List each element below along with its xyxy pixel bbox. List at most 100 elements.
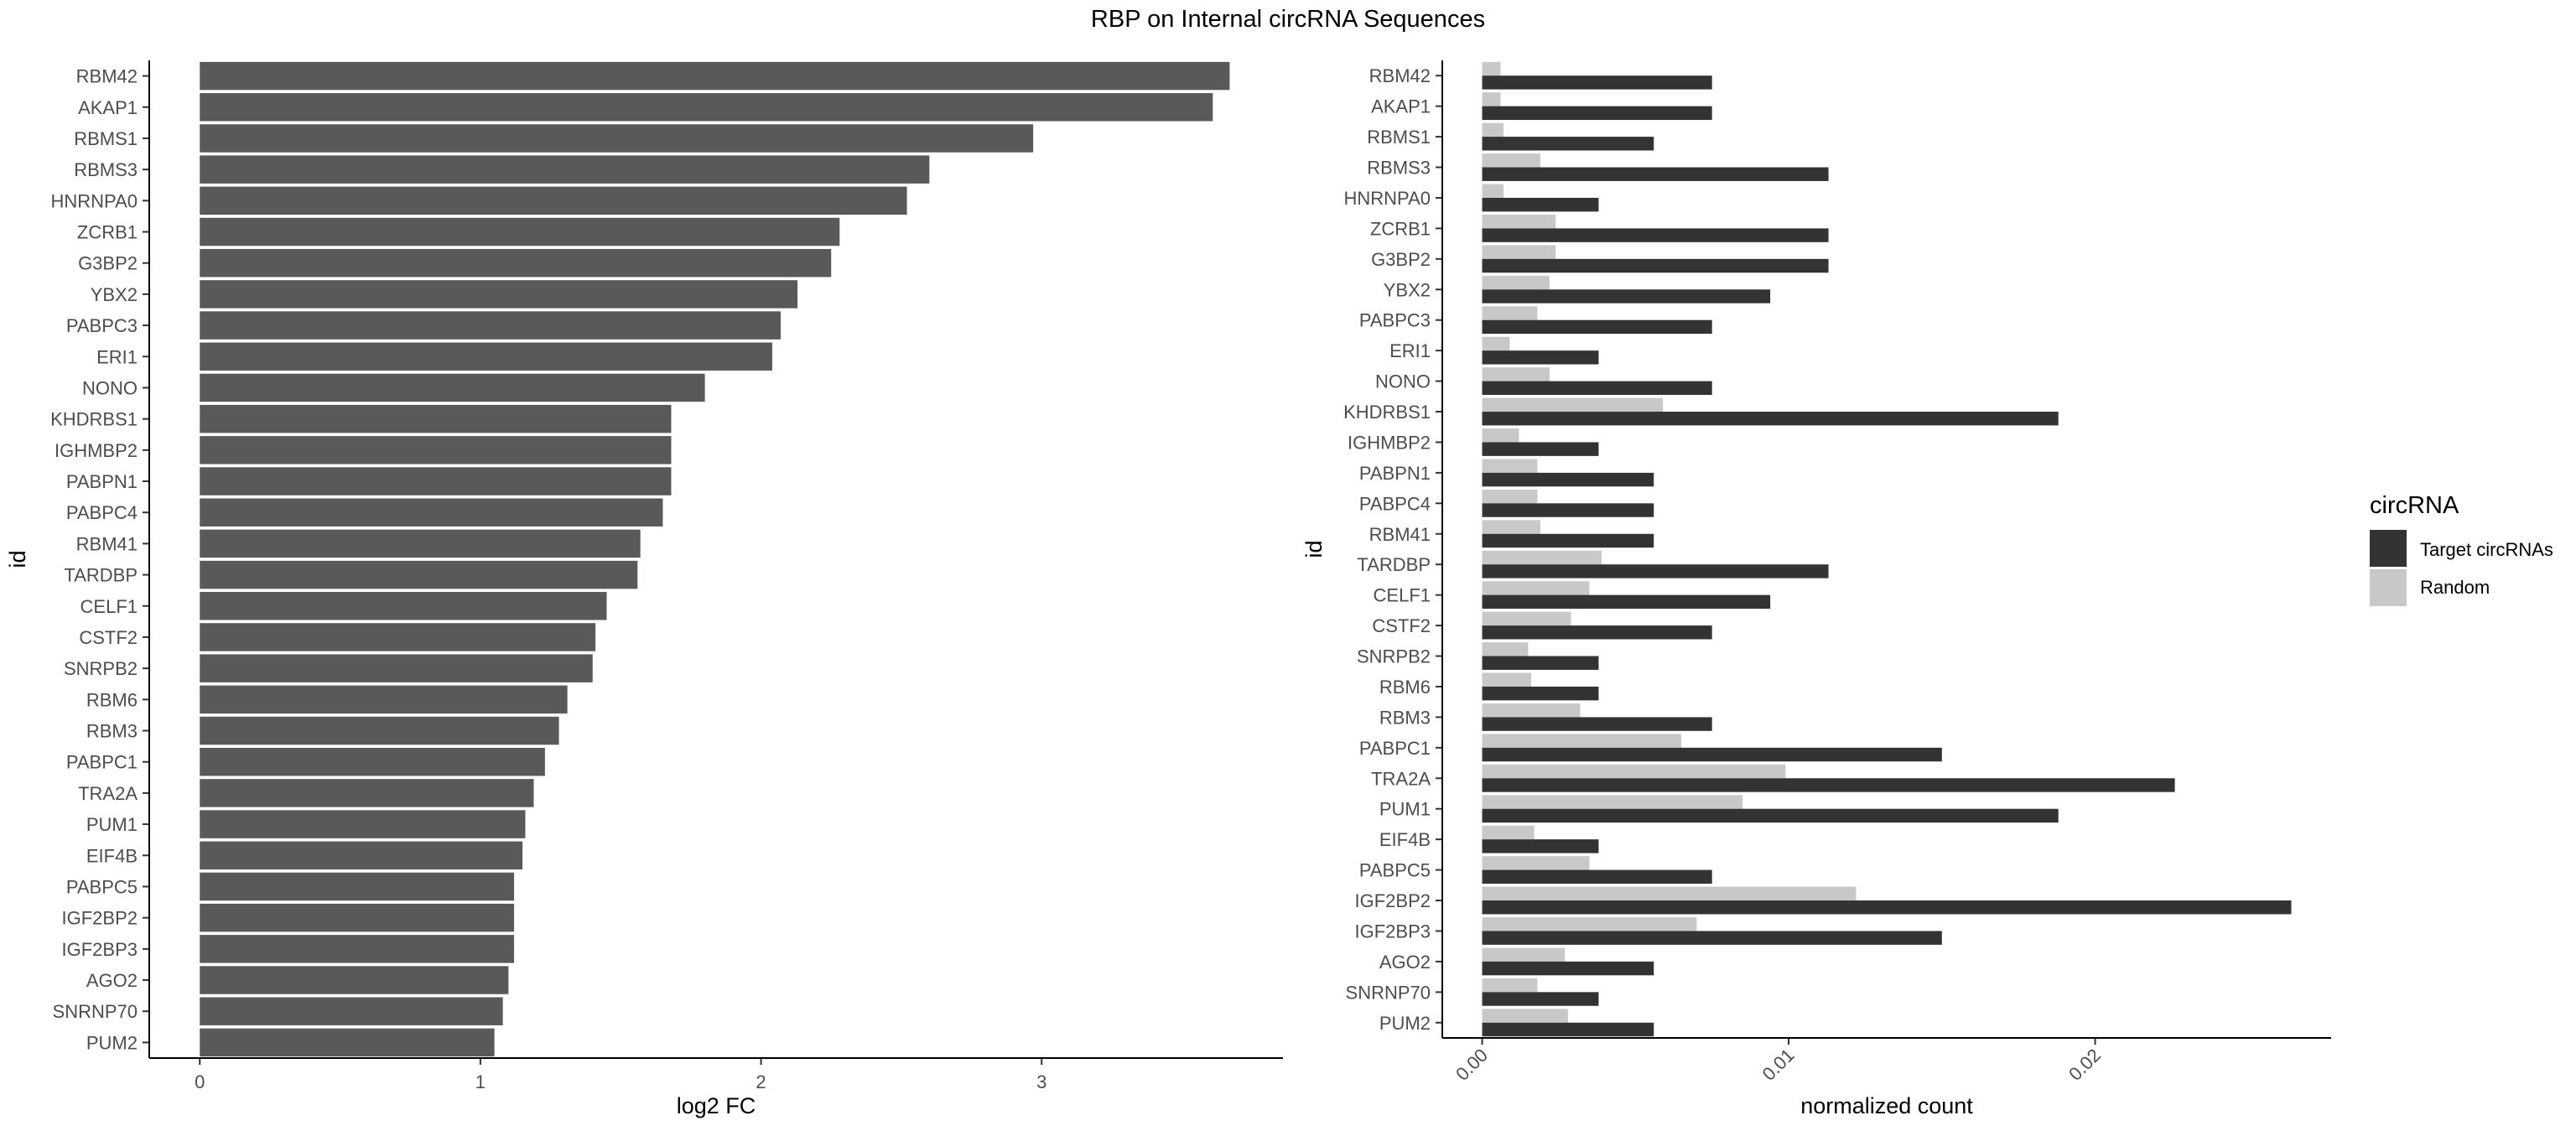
left-y-tick-label: YBX2 <box>91 284 138 305</box>
left-y-tick-label: PABPC4 <box>66 502 138 523</box>
right-bar-target-ighmbp2 <box>1482 442 1599 456</box>
legend-key-target <box>2370 530 2407 567</box>
right-bar-target-nono <box>1482 381 1712 395</box>
left-y-tick-label: CSTF2 <box>79 627 138 648</box>
right-y-tick-label: RBMS3 <box>1367 158 1431 179</box>
left-bar-rbms3 <box>200 155 930 184</box>
left-y-tick-label: RBM6 <box>86 689 138 710</box>
left-bar-rbms1 <box>200 124 1034 153</box>
left-bar-igf2bp3 <box>200 935 515 963</box>
right-bar-target-pum2 <box>1482 1022 1654 1037</box>
right-bar-random-hnrnpa0 <box>1482 184 1504 198</box>
left-bar-g3bp2 <box>200 248 832 278</box>
right-bar-random-pabpc1 <box>1482 734 1682 748</box>
right-bar-random-pum2 <box>1482 1009 1568 1023</box>
left-y-tick-label: RBMS3 <box>74 159 138 180</box>
right-bar-target-snrpb2 <box>1482 656 1599 670</box>
right-y-tick-label: CELF1 <box>1374 585 1431 606</box>
right-bar-random-g3bp2 <box>1482 245 1556 259</box>
right-bar-random-eri1 <box>1482 336 1510 351</box>
left-x-axis-title: log2 FC <box>677 1093 756 1118</box>
right-bar-random-khdrbs1 <box>1482 397 1664 412</box>
right-y-tick-label: KHDRBS1 <box>1343 402 1431 423</box>
right-bar-target-akap1 <box>1482 106 1712 121</box>
left-y-tick-label: PABPC1 <box>66 752 138 773</box>
left-bar-tardbp <box>200 560 638 589</box>
right-y-tick-label: RBM3 <box>1379 707 1431 728</box>
right-bar-target-rbm6 <box>1482 686 1599 701</box>
right-bar-target-rbm3 <box>1482 717 1712 731</box>
right-y-tick-label: HNRNPA0 <box>1343 188 1431 209</box>
left-x-ticks: 0 1 2 3 <box>195 1058 1046 1092</box>
right-bar-target-pabpc5 <box>1482 869 1712 884</box>
right-x-tick-label: 0.00 <box>1452 1045 1492 1085</box>
right-bar-random-ybx2 <box>1482 275 1550 290</box>
legend-key-random <box>2370 569 2407 606</box>
right-y-tick-label: ERI1 <box>1389 340 1431 361</box>
right-y-tick-label: PUM1 <box>1379 799 1431 820</box>
left-bar-eri1 <box>200 342 772 371</box>
left-bar-akap1 <box>200 93 1213 122</box>
right-bar-random-celf1 <box>1482 581 1590 595</box>
left-y-tick-label: IGF2BP3 <box>62 939 138 960</box>
right-bar-target-rbms1 <box>1482 137 1654 151</box>
right-bar-random-nono <box>1482 367 1550 381</box>
right-y-tick-label: PABPC3 <box>1359 310 1431 331</box>
left-y-tick-label: RBM42 <box>76 66 138 87</box>
right-bar-target-snrnp70 <box>1482 992 1599 1006</box>
left-bar-rbm42 <box>200 61 1230 91</box>
left-bar-eif4b <box>200 841 523 870</box>
left-y-tick-label: IGHMBP2 <box>55 440 138 461</box>
right-bar-target-hnrnpa0 <box>1482 197 1599 212</box>
right-y-axis-title: id <box>1301 540 1327 558</box>
right-bar-target-rbms3 <box>1482 167 1829 181</box>
left-y-tick-label: HNRNPA0 <box>50 190 138 211</box>
left-x-tick-label: 1 <box>475 1071 486 1092</box>
left-y-tick-label: RBMS1 <box>74 128 138 149</box>
right-bar-target-tardbp <box>1482 564 1829 578</box>
left-bar-ago2 <box>200 966 509 994</box>
left-bar-ighmbp2 <box>200 436 672 464</box>
left-bar-ybx2 <box>200 280 798 309</box>
right-y-tick-label: G3BP2 <box>1371 249 1431 270</box>
left-y-tick-label: PABPN1 <box>66 471 138 492</box>
left-bar-rbm6 <box>200 685 568 714</box>
left-y-tick-label: G3BP2 <box>78 253 138 274</box>
right-bar-target-eri1 <box>1482 350 1599 365</box>
right-bar-random-pabpc4 <box>1482 489 1538 504</box>
right-y-tick-label: IGF2BP3 <box>1355 921 1431 942</box>
right-y-tick-label: SNRPB2 <box>1357 646 1431 667</box>
right-bar-target-g3bp2 <box>1482 258 1829 273</box>
left-bar-rbm3 <box>200 716 559 745</box>
right-bar-target-rbm41 <box>1482 533 1654 548</box>
right-y-tick-label: IGHMBP2 <box>1348 432 1431 453</box>
left-bar-snrpb2 <box>200 654 593 682</box>
left-bar-rbm41 <box>200 529 641 558</box>
left-bar-tra2a <box>200 779 534 807</box>
right-bar-target-pabpc1 <box>1482 747 1942 762</box>
left-bar-pum2 <box>200 1028 495 1057</box>
right-x-axis-title: normalized count <box>1800 1093 1973 1118</box>
right-y-tick-label: RBM6 <box>1379 677 1431 698</box>
left-x-tick-label: 0 <box>195 1071 205 1092</box>
right-bar-target-ago2 <box>1482 961 1654 976</box>
right-bar-target-pabpn1 <box>1482 472 1654 487</box>
left-bar-snrnp70 <box>200 997 503 1025</box>
left-bar-zcrb1 <box>200 217 840 246</box>
left-bar-khdrbs1 <box>200 404 672 433</box>
left-y-tick-label: NONO <box>82 377 138 398</box>
left-bar-nono <box>200 373 705 402</box>
left-y-tick-label: ZCRB1 <box>77 222 138 243</box>
right-y-tick-label: TARDBP <box>1357 554 1431 575</box>
right-y-tick-label: RBMS1 <box>1367 127 1431 148</box>
right-y-tick-label: PUM2 <box>1379 1013 1431 1034</box>
right-y-tick-label: RBM41 <box>1369 524 1431 545</box>
left-y-axis-title: id <box>5 550 30 568</box>
right-bar-target-igf2bp2 <box>1482 900 2292 915</box>
left-y-tick-label: CELF1 <box>80 596 138 617</box>
left-y-tick-label: TRA2A <box>78 783 138 804</box>
right-bar-target-eif4b <box>1482 839 1599 853</box>
left-bar-pabpc4 <box>200 498 663 527</box>
right-bar-random-pabpn1 <box>1482 459 1538 473</box>
